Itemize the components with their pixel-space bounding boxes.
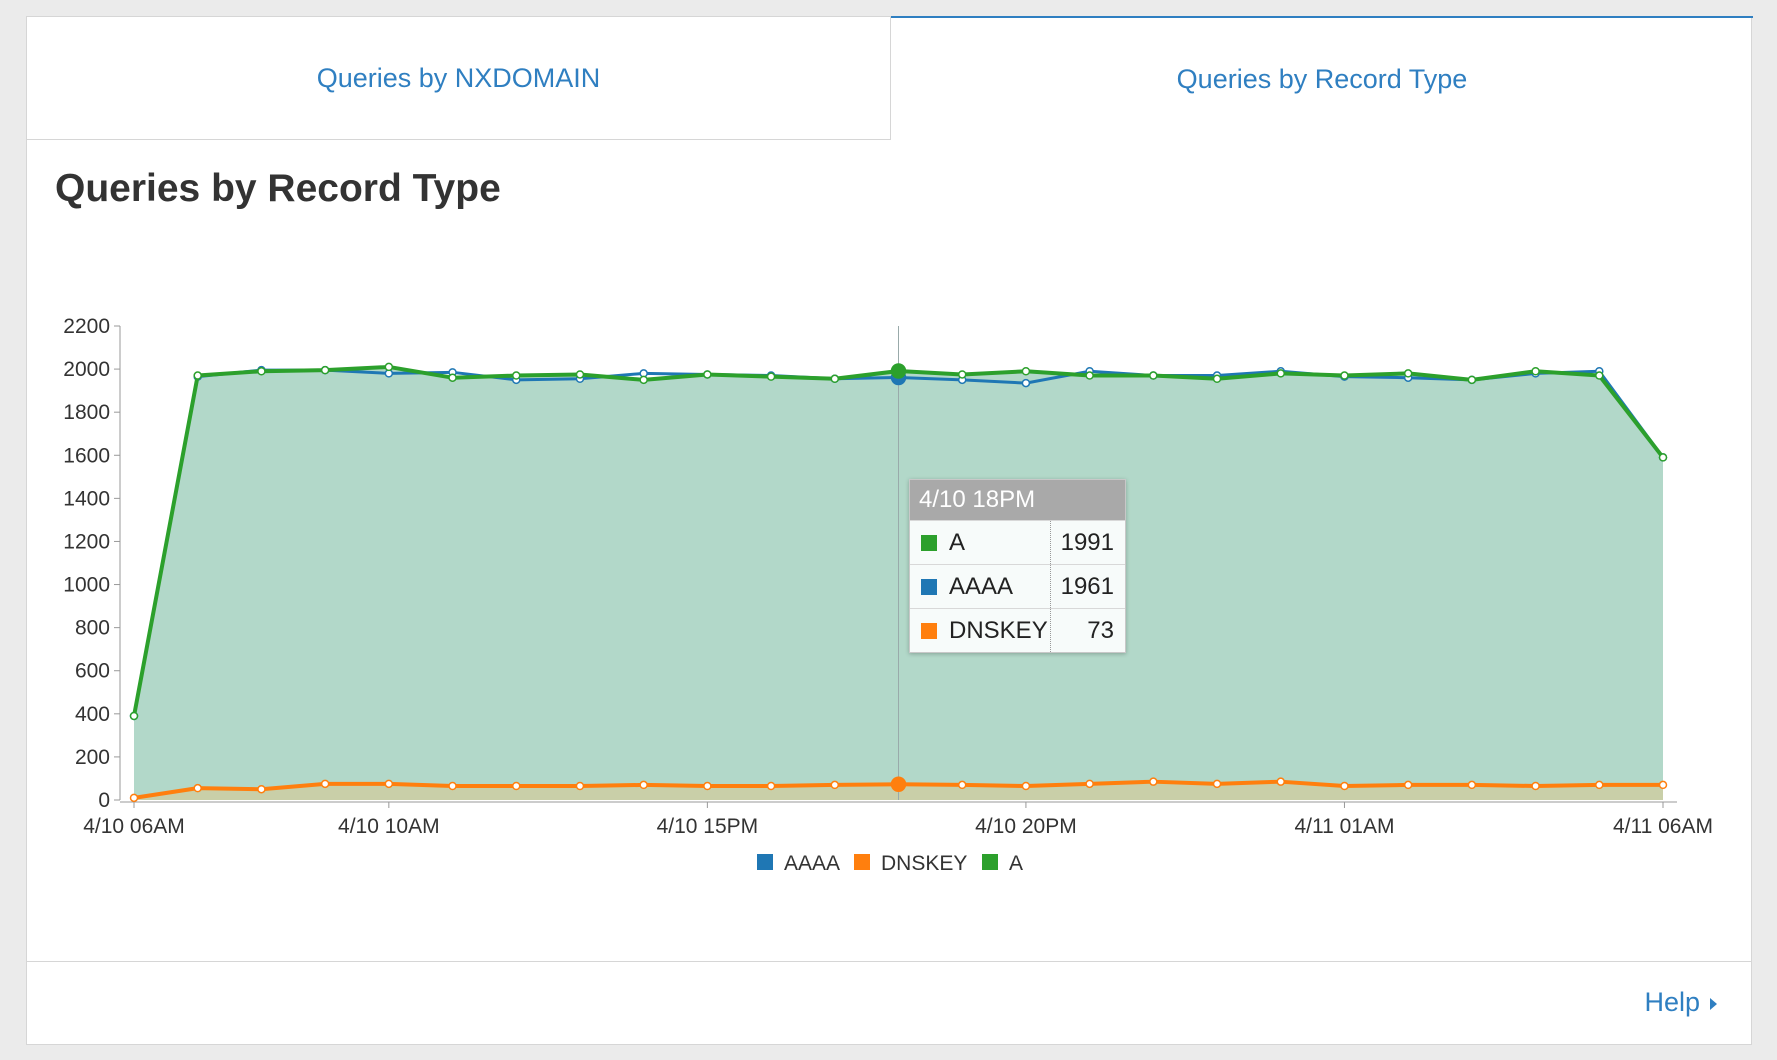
data-point-dnskey — [1212, 779, 1222, 789]
data-point-a — [448, 373, 457, 382]
data-point-dnskey — [957, 780, 967, 790]
tooltip-series-value: 73 — [1050, 609, 1125, 652]
x-tick-label: 4/10 10AM — [338, 815, 440, 838]
y-tick-label: 1400 — [63, 487, 110, 510]
x-tick-label: 4/10 15PM — [657, 815, 759, 838]
help-link[interactable]: Help — [1644, 987, 1717, 1018]
data-point-dnskey — [1595, 780, 1604, 790]
tooltip-series-name: AAAA — [949, 572, 1014, 600]
data-point-dnskey — [703, 781, 712, 791]
tooltip-title: 4/10 18PM — [910, 480, 1125, 520]
data-point-dnskey — [1021, 781, 1031, 791]
y-tick-label: 0 — [98, 789, 110, 812]
data-point-a — [1403, 369, 1413, 378]
data-point-a — [1467, 375, 1477, 385]
tab-queries-by-record-type[interactable]: Queries by Record Type — [891, 16, 1753, 140]
data-point-a — [512, 371, 521, 380]
x-tick-label: 4/10 20PM — [975, 815, 1077, 838]
tooltip-swatch-aaaa — [921, 578, 937, 595]
y-tick-label: 600 — [75, 660, 110, 683]
y-tick-label: 200 — [75, 746, 110, 769]
tab-bar: Queries by NXDOMAIN Queries by Record Ty… — [27, 16, 1753, 140]
data-point-a — [384, 362, 394, 372]
data-point-dnskey — [257, 784, 266, 794]
data-point-a — [890, 363, 907, 379]
data-point-a — [320, 365, 330, 375]
y-tick-label: 400 — [75, 703, 110, 726]
tooltip-series-name: DNSKEY — [949, 616, 1048, 644]
x-tick-label: 4/11 01AM — [1294, 815, 1394, 838]
data-point-a — [1021, 366, 1031, 376]
data-point-dnskey — [193, 783, 202, 793]
y-tick-label: 1800 — [63, 401, 110, 424]
legend-swatch-dnskey — [854, 854, 870, 870]
data-point-a — [639, 375, 648, 385]
tooltip-row-dnskey: DNSKEY 73 — [910, 608, 1125, 652]
data-point-dnskey — [1276, 777, 1285, 786]
data-point-dnskey — [1149, 777, 1158, 786]
help-label: Help — [1644, 987, 1700, 1017]
data-point-dnskey — [1658, 780, 1668, 790]
data-point-a — [830, 374, 840, 384]
data-point-a — [1531, 366, 1540, 376]
data-point-a — [1276, 369, 1285, 378]
tooltip-row-a: A 1991 — [910, 520, 1125, 564]
caret-right-icon — [1710, 997, 1717, 1010]
data-point-a — [957, 370, 967, 379]
legend-label-dnskey: DNSKEY — [881, 852, 967, 875]
tooltip-series-value: 1991 — [1050, 521, 1125, 564]
data-point-dnskey — [129, 793, 139, 803]
data-point-dnskey — [890, 776, 907, 793]
data-point-dnskey — [1467, 780, 1477, 790]
data-point-a — [703, 370, 712, 379]
data-point-dnskey — [639, 780, 648, 790]
y-tick-label: 1200 — [63, 530, 110, 553]
legend-swatch-a — [982, 854, 998, 870]
x-tick-label: 4/10 06AM — [83, 815, 185, 838]
chart-tooltip: 4/10 18PM A 1991 AAAA 1961 DNSKEY 73 — [909, 479, 1126, 653]
data-point-dnskey — [320, 779, 330, 789]
data-point-a — [1085, 371, 1094, 380]
data-point-a — [257, 366, 266, 376]
data-point-dnskey — [384, 779, 394, 789]
data-point-a — [1595, 371, 1604, 380]
legend-label-aaaa: AAAA — [784, 852, 840, 875]
data-point-a — [1212, 374, 1222, 384]
data-point-dnskey — [1531, 781, 1540, 791]
tooltip-swatch-dnskey — [921, 622, 937, 639]
y-tick-label: 1000 — [63, 574, 110, 597]
data-point-dnskey — [512, 781, 521, 791]
data-point-a — [1149, 371, 1158, 380]
data-point-a — [766, 372, 776, 381]
data-point-a — [129, 711, 139, 721]
data-point-a — [193, 371, 202, 380]
legend-label-a: A — [1009, 852, 1023, 875]
data-point-dnskey — [766, 781, 776, 791]
legend-swatch-aaaa — [757, 854, 773, 870]
data-point-dnskey — [1085, 779, 1094, 789]
data-point-a — [575, 370, 585, 379]
page-title: Queries by Record Type — [55, 167, 501, 210]
data-point-dnskey — [830, 780, 840, 790]
y-tick-label: 2000 — [63, 358, 110, 381]
data-point-dnskey — [448, 781, 457, 791]
tooltip-swatch-a — [921, 534, 937, 551]
data-point-aaaa — [1021, 378, 1031, 388]
data-point-a — [1658, 453, 1668, 462]
x-tick-label: 4/11 06AM — [1613, 815, 1713, 838]
y-tick-label: 800 — [75, 617, 110, 640]
footer-divider — [27, 961, 1751, 962]
data-point-dnskey — [1340, 781, 1349, 791]
data-point-dnskey — [1403, 780, 1413, 790]
y-tick-label: 1600 — [63, 444, 110, 467]
data-point-dnskey — [575, 781, 585, 791]
tab-queries-by-nxdomain[interactable]: Queries by NXDOMAIN — [27, 17, 891, 140]
data-point-a — [1340, 371, 1349, 380]
tooltip-row-aaaa: AAAA 1961 — [910, 564, 1125, 608]
tooltip-series-name: A — [949, 528, 966, 556]
tooltip-series-value: 1961 — [1050, 565, 1125, 608]
y-tick-label: 2200 — [63, 315, 110, 338]
